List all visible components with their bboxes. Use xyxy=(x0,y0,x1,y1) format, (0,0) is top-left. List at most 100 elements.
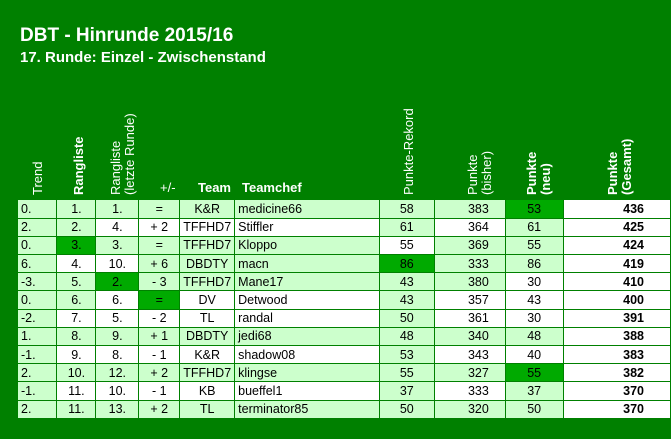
delta-cell: + 2 xyxy=(138,363,181,383)
trend-cell: -2. xyxy=(18,309,58,328)
delta-cell: = xyxy=(138,200,181,219)
points-bisher-cell: 340 xyxy=(434,327,506,347)
header-rekord: Punkte-Rekord xyxy=(401,108,416,195)
table-row: -2. 7. 5. - 2 TL randal 50 361 30 391 xyxy=(18,309,671,328)
points-gesamt-cell: 370 xyxy=(563,381,671,401)
teamchef-cell: terminator85 xyxy=(234,400,380,419)
header-rangliste: Rangliste xyxy=(71,136,86,195)
header-rangliste-prev-sub: (letzte Runde) xyxy=(122,113,137,195)
trend-cell: 6. xyxy=(18,254,58,274)
team-cell: KB xyxy=(179,381,236,401)
trend-cell: 0. xyxy=(18,200,58,219)
rekord-cell: 58 xyxy=(379,200,435,219)
trend-cell: -3. xyxy=(18,272,58,292)
table-row: 6. 4. 10. + 6 DBDTY macn 86 333 86 419 xyxy=(18,254,671,274)
prev-rank-cell: 13. xyxy=(95,400,140,419)
team-cell: TFFHD7 xyxy=(179,363,236,383)
rank-cell: 3. xyxy=(56,236,97,256)
team-cell: TFFHD7 xyxy=(179,272,236,292)
rank-cell: 8. xyxy=(56,327,97,347)
team-cell: TFFHD7 xyxy=(179,236,236,256)
rekord-cell: 55 xyxy=(379,236,435,256)
team-cell: DBDTY xyxy=(179,327,236,347)
team-cell: TL xyxy=(179,309,236,328)
delta-cell: - 1 xyxy=(138,345,181,365)
rank-cell: 5. xyxy=(56,272,97,292)
points-bisher-cell: 369 xyxy=(434,236,506,256)
prev-rank-cell: 8. xyxy=(95,345,140,365)
teamchef-cell: shadow08 xyxy=(234,345,380,365)
points-bisher-cell: 320 xyxy=(434,400,506,419)
header-delta: +/- xyxy=(160,180,176,195)
table-row: 0. 3. 3. = TFFHD7 Kloppo 55 369 55 424 xyxy=(18,236,671,256)
header-trend: Trend xyxy=(30,161,45,195)
delta-cell: + 2 xyxy=(138,400,181,419)
table-row: -3. 5. 2. - 3 TFFHD7 Mane17 43 380 30 410 xyxy=(18,272,671,292)
rekord-cell: 50 xyxy=(379,309,435,328)
points-gesamt-cell: 388 xyxy=(563,327,671,347)
points-bisher-cell: 364 xyxy=(434,218,506,237)
teamchef-cell: klingse xyxy=(234,363,380,383)
points-gesamt-cell: 382 xyxy=(563,363,671,383)
teamchef-cell: Kloppo xyxy=(234,236,380,256)
teamchef-cell: randal xyxy=(234,309,380,328)
points-bisher-cell: 333 xyxy=(434,254,506,274)
prev-rank-cell: 2. xyxy=(95,272,140,292)
prev-rank-cell: 12. xyxy=(95,363,140,383)
rank-cell: 10. xyxy=(56,363,97,383)
table-row: 1. 8. 9. + 1 DBDTY jedi68 48 340 48 388 xyxy=(18,327,671,347)
table-row: -1. 11. 10. - 1 KB bueffel1 37 333 37 370 xyxy=(18,381,671,401)
points-gesamt-cell: 383 xyxy=(563,345,671,365)
header-team: Team xyxy=(198,180,231,195)
page-subtitle: 17. Runde: Einzel - Zwischenstand xyxy=(20,49,266,66)
points-gesamt-cell: 391 xyxy=(563,309,671,328)
rank-cell: 2. xyxy=(56,218,97,237)
prev-rank-cell: 10. xyxy=(95,254,140,274)
teamchef-cell: macn xyxy=(234,254,380,274)
rank-cell: 4. xyxy=(56,254,97,274)
team-cell: DV xyxy=(179,290,236,310)
trend-cell: 0. xyxy=(18,290,58,310)
table-row: 2. 2. 4. + 2 TFFHD7 Stiffler 61 364 61 425 xyxy=(18,218,671,237)
delta-cell: - 3 xyxy=(138,272,181,292)
delta-cell: - 1 xyxy=(138,381,181,401)
points-gesamt-cell: 425 xyxy=(563,218,671,237)
points-bisher-cell: 333 xyxy=(434,381,506,401)
teamchef-cell: jedi68 xyxy=(234,327,380,347)
page-title: DBT - Hinrunde 2015/16 xyxy=(20,25,234,46)
delta-cell: + 6 xyxy=(138,254,181,274)
header-bisher-sub: (bisher) xyxy=(479,150,494,195)
header-gesamt-sub: (Gesamt) xyxy=(619,138,634,195)
delta-cell: = xyxy=(138,236,181,256)
header-rangliste-prev: Rangliste xyxy=(108,140,123,195)
points-neu-cell: 48 xyxy=(505,327,564,347)
team-cell: K&R xyxy=(179,345,236,365)
delta-cell: + 1 xyxy=(138,327,181,347)
teamchef-cell: bueffel1 xyxy=(234,381,380,401)
rank-cell: 1. xyxy=(56,200,97,219)
delta-cell: = xyxy=(138,290,181,310)
table-row: 0. 6. 6. = DV Detwood 43 357 43 400 xyxy=(18,290,671,310)
trend-cell: -1. xyxy=(18,345,58,365)
points-neu-cell: 30 xyxy=(505,272,564,292)
trend-cell: 2. xyxy=(18,218,58,237)
points-gesamt-cell: 410 xyxy=(563,272,671,292)
points-neu-cell: 86 xyxy=(505,254,564,274)
teamchef-cell: Stiffler xyxy=(234,218,380,237)
teamchef-cell: Mane17 xyxy=(234,272,380,292)
rekord-cell: 61 xyxy=(379,218,435,237)
rekord-cell: 55 xyxy=(379,363,435,383)
team-cell: K&R xyxy=(179,200,236,219)
rekord-cell: 43 xyxy=(379,272,435,292)
rank-cell: 11. xyxy=(56,381,97,401)
team-cell: TL xyxy=(179,400,236,419)
points-bisher-cell: 357 xyxy=(434,290,506,310)
points-gesamt-cell: 424 xyxy=(563,236,671,256)
points-gesamt-cell: 400 xyxy=(563,290,671,310)
points-neu-cell: 43 xyxy=(505,290,564,310)
trend-cell: -1. xyxy=(18,381,58,401)
points-bisher-cell: 361 xyxy=(434,309,506,328)
header-neu: Punkte xyxy=(524,151,539,195)
rekord-cell: 48 xyxy=(379,327,435,347)
